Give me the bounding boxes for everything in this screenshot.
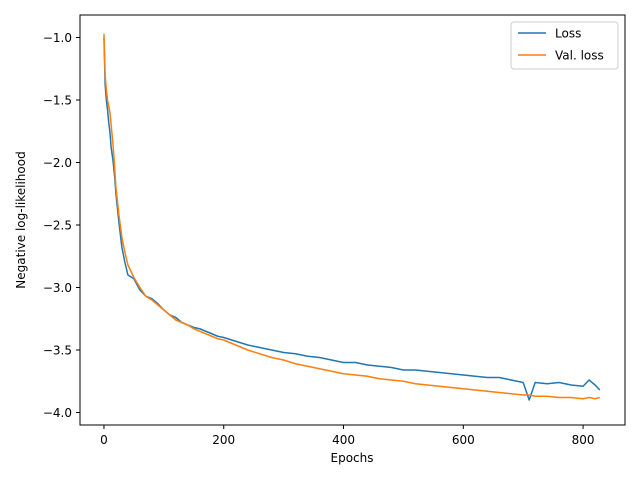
x-tick-label: 200 bbox=[212, 433, 235, 447]
x-tick-label: 800 bbox=[572, 433, 595, 447]
x-axis-ticks: 0 200 400 600 800 bbox=[100, 425, 595, 447]
y-tick-label: −4.0 bbox=[43, 406, 72, 420]
y-axis-label: Negative log-likelihood bbox=[14, 151, 28, 288]
y-tick-label: −3.0 bbox=[43, 281, 72, 295]
x-tick-label: 600 bbox=[452, 433, 475, 447]
legend-label-loss: Loss bbox=[555, 27, 581, 41]
y-tick-label: −2.0 bbox=[43, 156, 72, 170]
y-axis-ticks: −1.0 −1.5 −2.0 −2.5 −3.0 −3.5 −4.0 bbox=[43, 31, 80, 420]
y-tick-label: −1.0 bbox=[43, 31, 72, 45]
x-tick-label: 0 bbox=[100, 433, 108, 447]
plot-lines bbox=[103, 33, 601, 401]
series-line-loss bbox=[103, 37, 601, 401]
series-line-val-loss bbox=[103, 33, 601, 400]
x-tick-label: 400 bbox=[332, 433, 355, 447]
legend-label-val-loss: Val. loss bbox=[555, 49, 604, 63]
plot-frame bbox=[79, 14, 626, 426]
y-tick-label: −2.5 bbox=[43, 219, 72, 233]
y-tick-label: −3.5 bbox=[43, 344, 72, 358]
y-tick-label: −1.5 bbox=[43, 94, 72, 108]
x-axis-label: Epochs bbox=[331, 451, 374, 465]
legend: Loss Val. loss bbox=[510, 21, 619, 70]
